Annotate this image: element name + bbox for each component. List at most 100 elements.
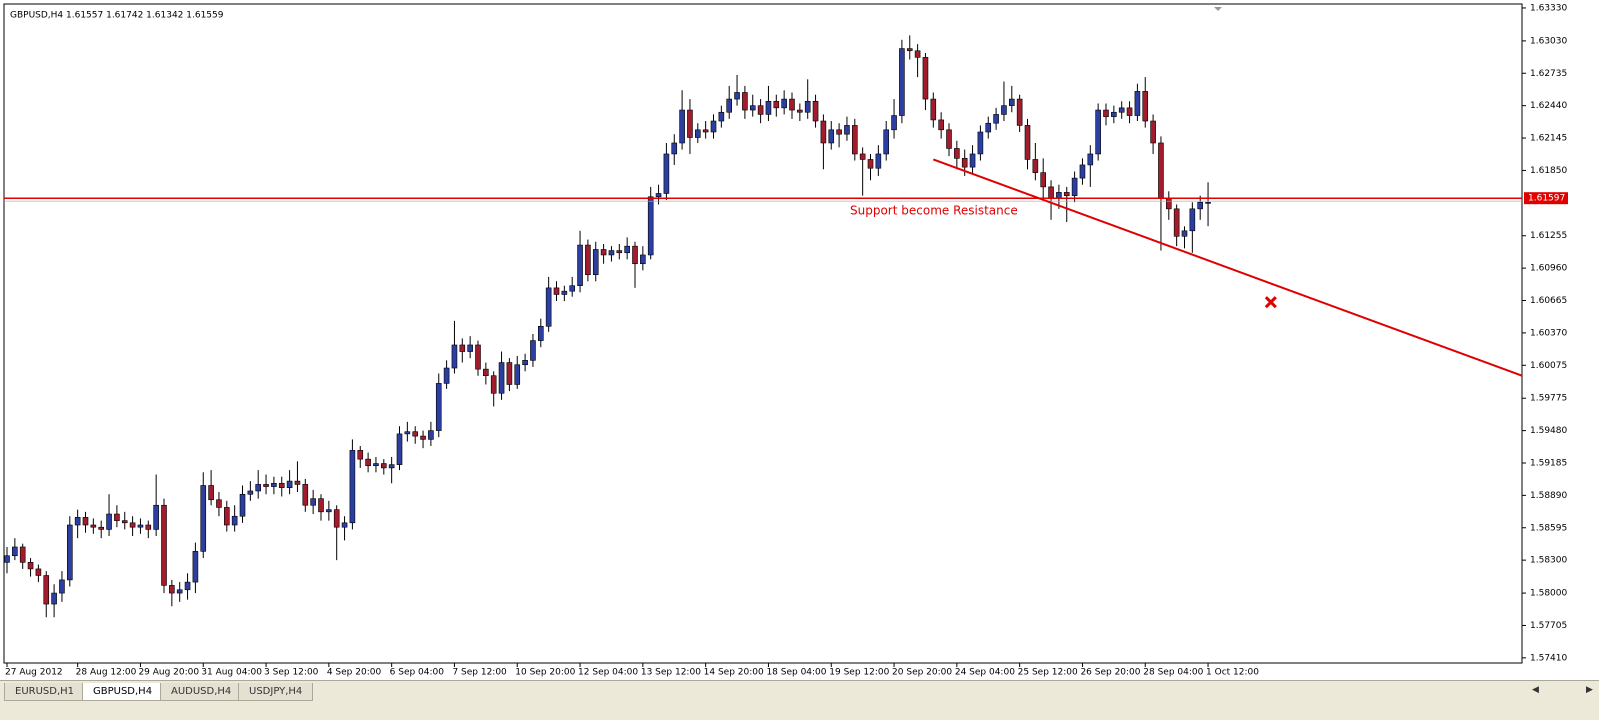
candle-body: [899, 48, 905, 116]
candle-body: [443, 367, 450, 384]
shift-marker: [1214, 7, 1222, 11]
candle-body: [946, 129, 952, 149]
candle-body: [773, 100, 780, 109]
candle-body: [930, 98, 937, 121]
candle-body: [585, 244, 591, 276]
candle-body: [184, 581, 191, 591]
candle-body: [600, 249, 607, 256]
candle-body: [687, 109, 693, 138]
y-tick-label: 1.63030: [1530, 36, 1567, 46]
candle-body: [255, 484, 261, 492]
candle-body: [490, 375, 497, 394]
candle-body: [537, 326, 544, 341]
candle-body: [545, 287, 552, 327]
candle-body: [373, 463, 379, 467]
candle-body: [1001, 105, 1007, 115]
tab[interactable]: GBPUSD,H4: [82, 683, 164, 701]
candle-body: [224, 507, 230, 526]
price-box-label: 1.61597: [1528, 194, 1565, 204]
candle-body: [1142, 91, 1149, 122]
candle-body: [263, 484, 269, 487]
candle-body: [161, 504, 167, 586]
candle-body: [1197, 201, 1203, 210]
candle-body: [851, 125, 858, 155]
x-tick-label: 19 Sep 12:00: [829, 668, 889, 678]
candle-body: [1134, 91, 1141, 116]
tab-bar: EURUSD,H1 GBPUSD,H4 AUDUSD,H4 USDJPY,H4 …: [0, 680, 1599, 720]
candle-body: [239, 493, 246, 517]
y-tick-label: 1.58890: [1530, 491, 1567, 501]
candle-body: [938, 119, 944, 131]
candle-body: [380, 463, 387, 469]
candle-body: [561, 290, 568, 295]
candle-body: [1166, 197, 1172, 210]
candle-body: [106, 513, 112, 530]
candle-body: [74, 517, 81, 526]
candle-body: [655, 193, 662, 198]
candle-body: [985, 122, 992, 133]
candle-body: [1071, 177, 1078, 196]
candle-body: [192, 551, 199, 583]
candle-body: [1095, 109, 1101, 155]
candle-body: [428, 430, 434, 440]
candle-body: [1056, 192, 1062, 199]
candle-body: [694, 129, 701, 138]
y-tick-label: 1.62145: [1530, 134, 1567, 144]
candle-body: [43, 575, 50, 605]
candle-body: [514, 364, 521, 385]
tab[interactable]: AUDUSD,H4: [160, 683, 243, 701]
cross-marker: [1264, 296, 1277, 309]
candle-body: [1158, 142, 1164, 199]
candle-body: [1032, 159, 1039, 173]
candle-body: [875, 153, 882, 169]
candle-body: [1040, 172, 1046, 188]
candle-body: [200, 485, 207, 552]
candle-body: [114, 513, 120, 521]
candle-body: [326, 509, 332, 513]
candle-body: [804, 100, 811, 113]
candle-body: [12, 546, 18, 557]
candle-body: [1111, 111, 1117, 117]
x-tick-label: 20 Sep 20:00: [892, 668, 952, 678]
y-tick-label: 1.63330: [1530, 3, 1567, 13]
candle-body: [498, 362, 505, 394]
candle-body: [553, 287, 560, 295]
candle-body: [98, 526, 104, 530]
candle-body: [208, 485, 214, 501]
y-tick-label: 1.59480: [1530, 426, 1567, 436]
scroll-right[interactable]: ▶: [1586, 685, 1593, 695]
candle-body: [1173, 208, 1180, 237]
candle-body: [247, 490, 254, 495]
candle-body: [522, 360, 528, 366]
candle-body: [844, 125, 850, 135]
x-tick-label: 1 Oct 12:00: [1206, 668, 1259, 678]
y-tick-label: 1.60370: [1530, 328, 1567, 338]
tab[interactable]: EURUSD,H1: [4, 683, 86, 701]
candle-body: [349, 450, 356, 524]
scroll-left[interactable]: ◀: [1532, 685, 1539, 695]
candle-body: [341, 522, 348, 528]
y-tick-label: 1.60075: [1530, 361, 1567, 371]
candle-body: [671, 142, 678, 155]
candle-body: [734, 92, 740, 100]
candle-body: [435, 383, 442, 431]
x-tick-label: 4 Sep 20:00: [327, 668, 382, 678]
candle-body: [726, 98, 733, 113]
candle-body: [836, 129, 842, 135]
candle-body: [278, 482, 285, 488]
y-tick-label: 1.58595: [1530, 523, 1567, 533]
x-tick-label: 24 Sep 04:00: [955, 668, 1015, 678]
candle-body: [216, 499, 222, 508]
tab[interactable]: USDJPY,H4: [238, 683, 314, 701]
candle-body: [231, 515, 238, 526]
candle-body: [176, 589, 183, 594]
x-tick-label: 3 Sep 12:00: [264, 668, 319, 678]
candle-body: [781, 98, 787, 109]
candle-body: [1024, 125, 1031, 160]
candle-body: [1189, 208, 1196, 232]
x-tick-label: 12 Sep 04:00: [578, 668, 638, 678]
candle-body: [616, 250, 623, 254]
candle-body: [828, 129, 835, 144]
candle-body: [129, 522, 136, 528]
candle-body: [859, 153, 866, 160]
